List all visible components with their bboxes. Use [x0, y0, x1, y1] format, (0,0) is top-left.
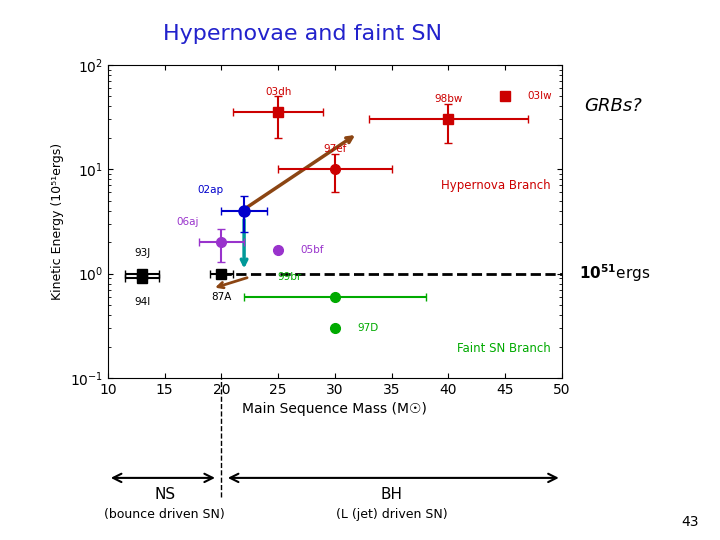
- Text: 97D: 97D: [358, 323, 379, 333]
- Text: (L (jet) driven SN): (L (jet) driven SN): [336, 508, 447, 521]
- Text: Hypernova Branch: Hypernova Branch: [441, 179, 550, 192]
- Text: NS: NS: [154, 487, 175, 502]
- Text: GRBs?: GRBs?: [585, 97, 642, 116]
- Text: Faint SN Branch: Faint SN Branch: [456, 342, 550, 355]
- Text: Hypernovae and faint SN: Hypernovae and faint SN: [163, 24, 442, 44]
- Text: 93J: 93J: [134, 248, 150, 258]
- Text: 94I: 94I: [134, 297, 150, 307]
- Y-axis label: Kinetic Energy (10⁵¹ergs): Kinetic Energy (10⁵¹ergs): [51, 143, 64, 300]
- Text: 06aj: 06aj: [176, 217, 199, 227]
- Text: BH: BH: [380, 487, 402, 502]
- Text: 97ef: 97ef: [323, 144, 346, 154]
- Text: (bounce driven SN): (bounce driven SN): [104, 508, 225, 521]
- X-axis label: Main Sequence Mass (M☉): Main Sequence Mass (M☉): [243, 402, 427, 416]
- Text: 43: 43: [681, 515, 698, 529]
- Text: 03lw: 03lw: [528, 91, 552, 101]
- Text: 02ap: 02ap: [197, 185, 223, 195]
- Text: 98bw: 98bw: [434, 94, 462, 104]
- Text: 87A: 87A: [211, 292, 232, 302]
- Text: 05bf: 05bf: [301, 245, 324, 254]
- Text: 99br: 99br: [277, 272, 302, 281]
- Text: $\mathbf{10^{51}}$ergs: $\mathbf{10^{51}}$ergs: [579, 263, 650, 285]
- Text: 03dh: 03dh: [265, 87, 292, 97]
